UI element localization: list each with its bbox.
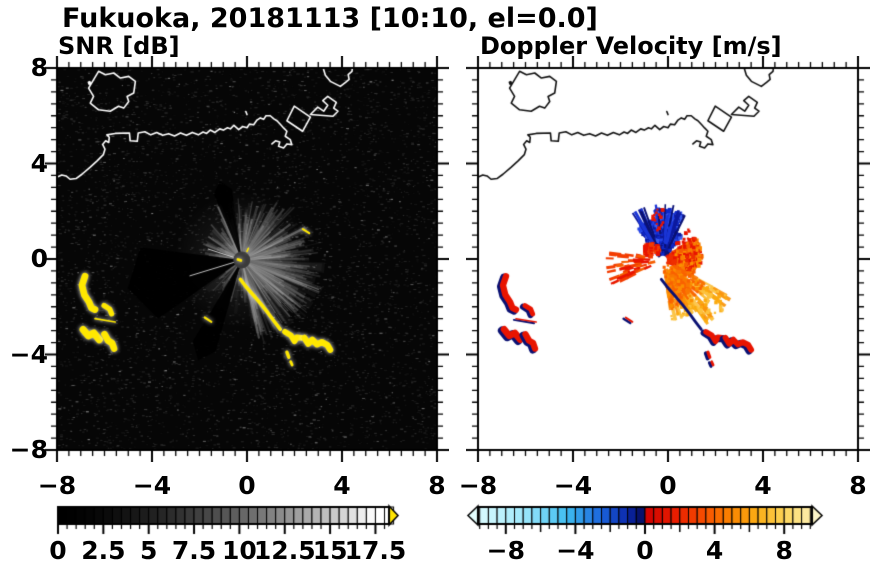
doppler-panel-title: Doppler Velocity [m/s] bbox=[480, 32, 782, 60]
figure-title: Fukuoka, 20181113 [10:10, el=0.0] bbox=[62, 3, 598, 34]
x-tick-label: 4 bbox=[754, 471, 772, 500]
colorbar-tick-label: −4 bbox=[556, 536, 595, 565]
colorbar-tick-label: 15 bbox=[312, 536, 348, 565]
x-tick-label: 4 bbox=[333, 471, 351, 500]
snr-panel-title: SNR [dB] bbox=[58, 32, 180, 60]
colorbar-tick-label: 10 bbox=[221, 536, 257, 565]
x-tick-label: 0 bbox=[659, 471, 677, 500]
x-tick-label: −4 bbox=[553, 471, 593, 500]
snr-plot bbox=[45, 56, 449, 462]
x-tick-label: −8 bbox=[37, 471, 77, 500]
x-tick-label: −4 bbox=[132, 471, 172, 500]
colorbar-tick-label: 8 bbox=[775, 536, 793, 565]
y-tick-label: 0 bbox=[30, 244, 48, 273]
x-tick-label: 8 bbox=[849, 471, 867, 500]
y-tick-label: 4 bbox=[30, 148, 48, 178]
y-tick-label: −8 bbox=[9, 435, 48, 464]
colorbar-tick-label: 12.5 bbox=[253, 536, 316, 565]
colorbar-tick-label: 0 bbox=[49, 536, 67, 565]
x-tick-label: 0 bbox=[238, 471, 256, 500]
x-tick-label: 8 bbox=[428, 471, 446, 500]
colorbar-tick-label: −8 bbox=[486, 536, 525, 565]
colorbar-tick-label: 0 bbox=[636, 536, 654, 565]
doppler-plot bbox=[466, 56, 870, 462]
snr-colorbar bbox=[45, 500, 415, 540]
colorbar-tick-label: 17.5 bbox=[344, 536, 407, 565]
y-tick-label: 8 bbox=[30, 53, 48, 82]
colorbar-tick-label: 7.5 bbox=[171, 536, 217, 565]
y-tick-label: −4 bbox=[9, 339, 48, 369]
colorbar-tick-label: 5 bbox=[139, 536, 158, 565]
x-tick-label: −8 bbox=[458, 471, 498, 500]
doppler-colorbar bbox=[453, 500, 838, 540]
colorbar-tick-label: 4 bbox=[705, 536, 724, 565]
colorbar-tick-label: 2.5 bbox=[81, 536, 126, 565]
